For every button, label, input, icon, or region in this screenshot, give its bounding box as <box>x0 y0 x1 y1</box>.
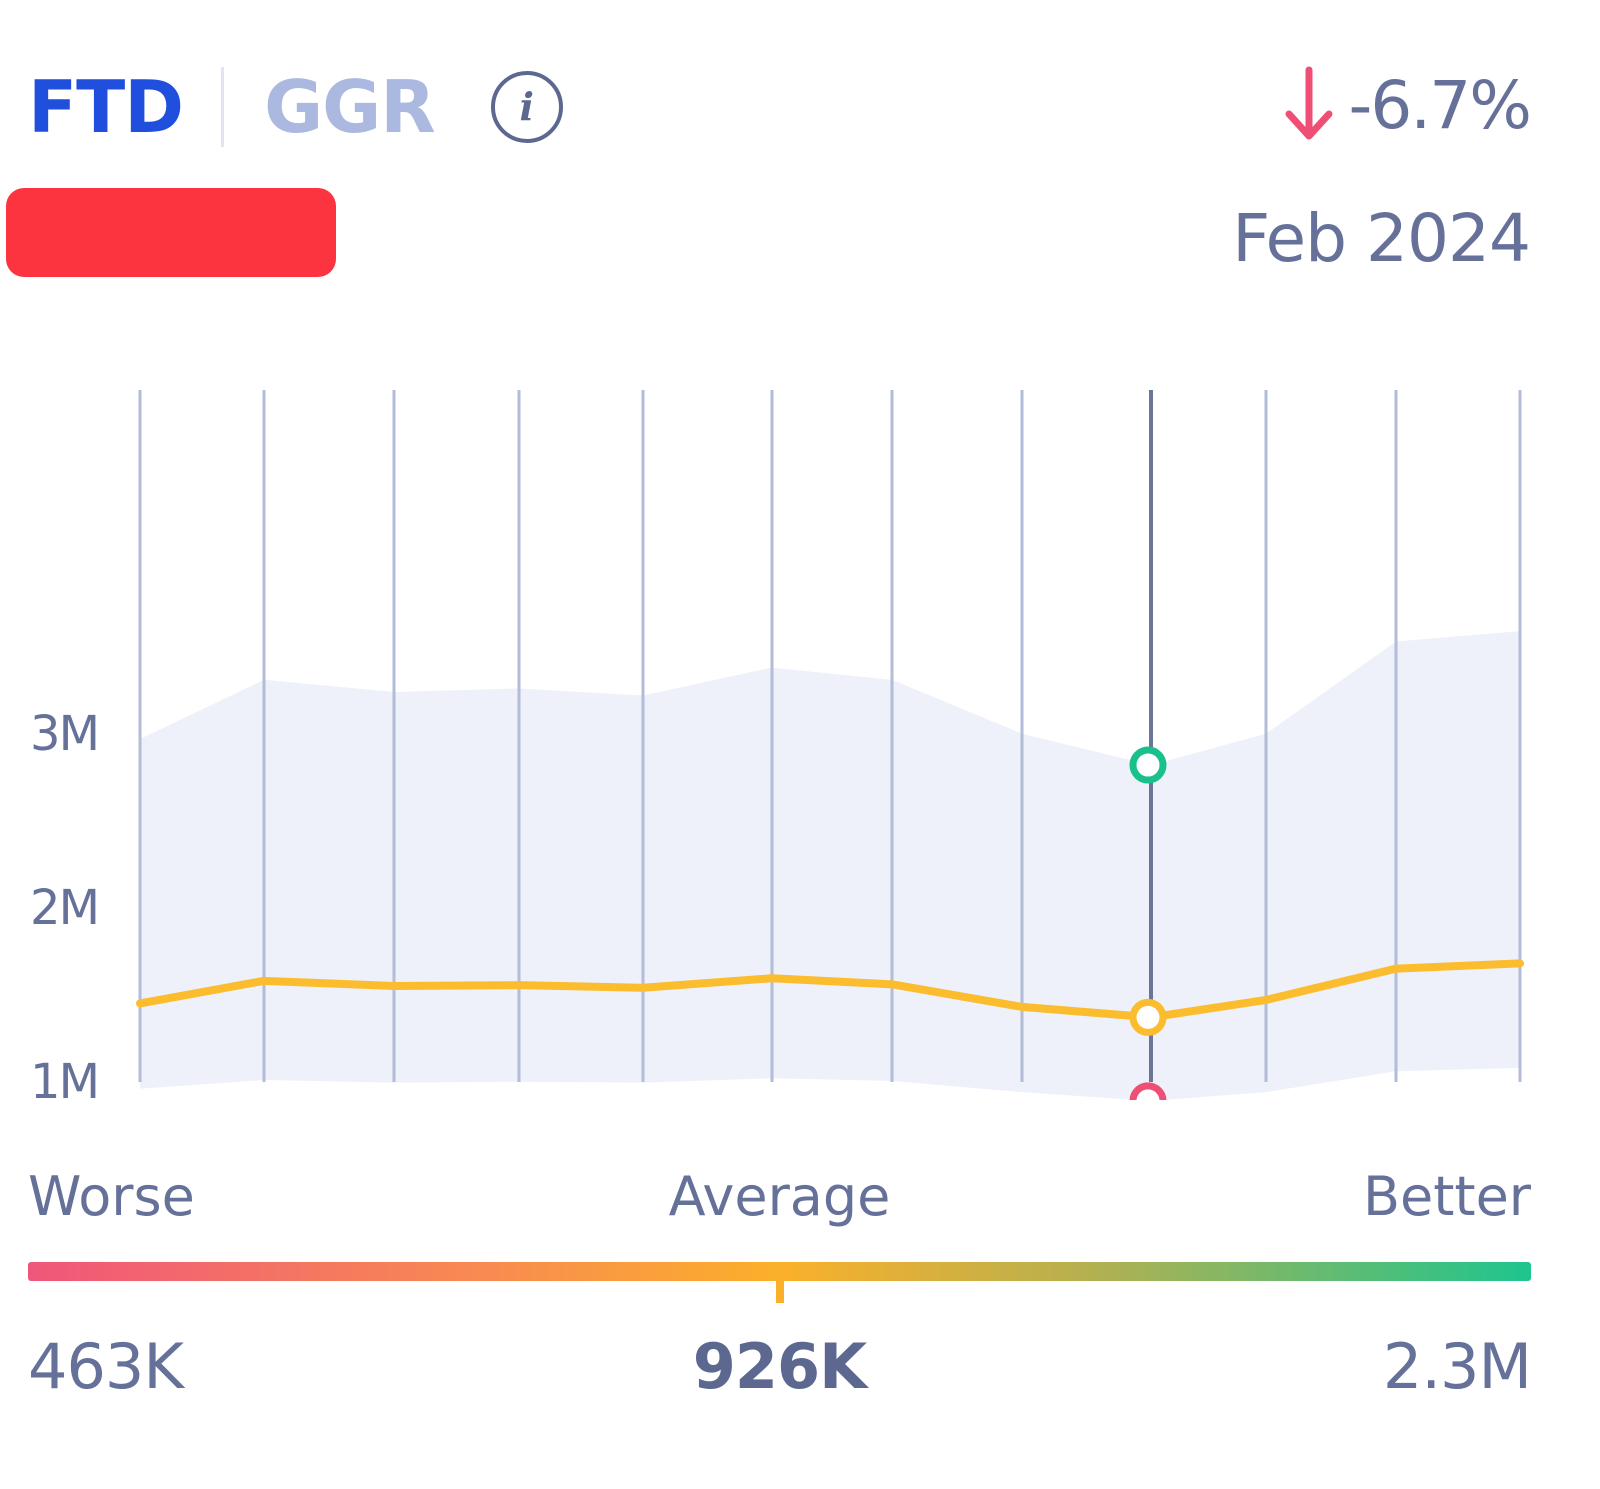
period-label: Feb 2024 <box>1232 200 1531 277</box>
y-tick-label: 2M <box>30 880 98 936</box>
metric-tabs: FTD GGR i <box>28 62 563 152</box>
scale-label-better: Better <box>1362 1165 1531 1228</box>
line-chart: 1M 2M 3M <box>30 390 1524 1100</box>
scale-value-worse: 463K <box>28 1330 184 1403</box>
tab-ftd[interactable]: FTD <box>28 62 184 152</box>
y-tick-label: 1M <box>30 1054 98 1100</box>
change-value: -6.7% <box>1348 66 1532 144</box>
change-indicator: -6.7% <box>1283 66 1532 144</box>
scale-label-worse: Worse <box>28 1165 195 1228</box>
y-tick-label: 3M <box>30 706 98 762</box>
upper-band-marker <box>1129 746 1167 784</box>
average-marker <box>1129 998 1167 1036</box>
tab-ggr[interactable]: GGR <box>264 62 436 152</box>
info-icon[interactable]: i <box>490 71 563 143</box>
tab-divider <box>221 67 225 147</box>
performance-scale: Worse Average Better 463K 926K 2.3M <box>28 1165 1532 1403</box>
scale-value-average: 926K <box>692 1330 867 1403</box>
arrow-down-icon <box>1285 66 1332 140</box>
redacted-label <box>6 188 336 277</box>
scale-average-marker <box>775 1277 784 1303</box>
scale-label-average: Average <box>668 1165 891 1228</box>
range-band <box>140 631 1520 1100</box>
average-line <box>136 959 1524 1022</box>
scale-value-better: 2.3M <box>1382 1330 1532 1403</box>
scale-gradient-bar <box>28 1262 1531 1281</box>
lower-band-marker <box>1129 1082 1167 1100</box>
